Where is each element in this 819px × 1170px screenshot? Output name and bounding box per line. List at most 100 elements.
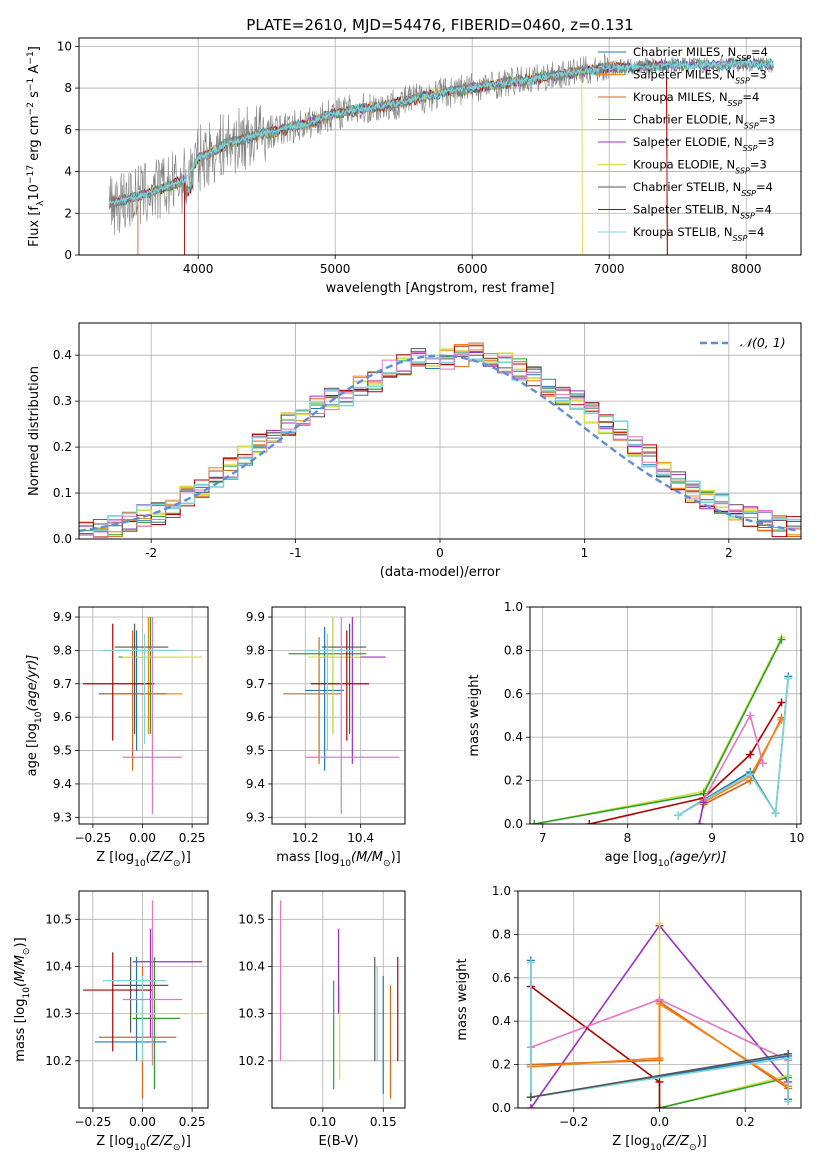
plot-area (283, 617, 400, 814)
weight-series (698, 802, 705, 824)
y-tick-label: 0.8 (492, 927, 511, 941)
weight-marker (771, 809, 780, 818)
weight-series (534, 639, 783, 824)
x-tick-label: −0.25 (75, 1115, 112, 1129)
weight-marker (655, 1077, 664, 1086)
x-tick-label: 0.10 (309, 1115, 336, 1129)
x-tick-label: 7 (539, 831, 547, 845)
axes-frame (78, 322, 802, 540)
weight-marker (746, 711, 755, 720)
y-tick-label: 9.9 (53, 610, 72, 624)
y-tick-label: 0.4 (492, 1014, 511, 1028)
x-tick-label: 0.25 (179, 1115, 206, 1129)
y-tick-label: 9.6 (246, 710, 265, 724)
weight-series (530, 962, 789, 1102)
x-tick-label: 0.15 (370, 1115, 397, 1129)
weight-marker (746, 770, 755, 779)
y-tick-label: 0.6 (492, 971, 511, 985)
weight-series (658, 923, 789, 1108)
weight-marker (674, 811, 683, 820)
y-tick-label: 10.3 (45, 1007, 72, 1021)
x-tick-label: 0.25 (179, 831, 206, 845)
weight-marker (526, 958, 535, 967)
x-axis-label: age [log10(age/yr)] (605, 850, 727, 869)
y-tick-label: 9.4 (246, 777, 265, 791)
y-tick-label: 0.2 (504, 774, 523, 788)
legend-label: Kroupa MILES, NSSP=4 (633, 90, 759, 108)
grid (530, 606, 801, 825)
weight-marker (655, 919, 664, 928)
legend-label: Salpeter ELODIE, NSSP=3 (633, 135, 774, 153)
y-tick-label: 10 (57, 39, 72, 53)
y-tick-label: 9.3 (246, 810, 265, 824)
y-axis-label: mass weight (467, 674, 482, 756)
weight-marker (655, 995, 664, 1004)
y-tick-label: 9.4 (53, 777, 72, 791)
weight-marker (526, 1104, 535, 1108)
y-tick-label: 6 (64, 123, 72, 137)
weight-marker (784, 1097, 793, 1106)
legend-label: Chabrier STELIB, NSSP=4 (633, 180, 773, 198)
y-tick-label: 0.4 (53, 348, 72, 362)
axes-frame (78, 37, 802, 256)
weight-series (677, 678, 790, 816)
weight-marker (784, 674, 793, 683)
y-tick-label: 10.4 (45, 959, 72, 973)
y-axis-label: Flux [fλ10−17 erg cm−2 s−1 A−1] (26, 46, 46, 247)
model-spectrum (108, 59, 774, 206)
legend-label: 𝒩(0, 1) (740, 335, 786, 350)
weight-marker (784, 1049, 793, 1058)
x-tick-label: 8000 (731, 262, 762, 276)
plot-area (530, 633, 793, 824)
plot-area (526, 919, 793, 1108)
y-tick-label: 10.5 (238, 912, 265, 926)
legend-label: Chabrier MILES, NSSP=4 (633, 45, 768, 63)
y-axis-label: mass weight (455, 958, 470, 1040)
x-tick-label: 8 (624, 831, 632, 845)
y-tick-label: 9.5 (246, 744, 265, 758)
y-axis-label: mass [log10(M/M⊙)] (13, 937, 32, 1061)
plot-area (82, 900, 203, 1099)
weight-marker (699, 798, 708, 807)
weight-series (534, 637, 783, 824)
y-tick-label: 0.4 (504, 730, 523, 744)
weight-marker (655, 1104, 664, 1108)
weight-marker (695, 820, 704, 824)
axes-weight-vs-age: 7 8 9 10 0.0 0.2 0.4 0.6 0.8 1.0 mass weight age [l… (467, 600, 804, 869)
x-axis-label: (data-model)/error (380, 565, 501, 580)
x-tick-label: 0.00 (129, 831, 156, 845)
x-tick-label: 10 (789, 831, 804, 845)
legend-label: Salpeter STELIB, NSSP=4 (633, 203, 772, 221)
legend-label: Kroupa ELODIE, NSSP=3 (633, 158, 767, 176)
axes-weight-vs-Z: −0.2 0.0 0.2 0.0 0.2 0.4 0.6 0.8 1.0 mass weight Z… (455, 884, 802, 1153)
axes-frame (517, 890, 802, 1109)
y-tick-label: 0.1 (53, 486, 72, 500)
normal-curve (79, 354, 799, 533)
y-tick-label: 2 (64, 206, 72, 220)
axes-mass-vs-ebv: 0.10 0.15 10.2 10.3 10.4 10.5 E(B-V) (238, 890, 406, 1149)
weight-marker (777, 698, 786, 707)
axes-frame (78, 890, 209, 1109)
legend-label: Salpeter MILES, NSSP=3 (633, 68, 767, 86)
legend-label: Chabrier ELODIE, NSSP=3 (633, 113, 776, 131)
y-tick-label: 4 (64, 165, 72, 179)
x-tick-label: −0.25 (75, 831, 112, 845)
weight-marker (585, 820, 594, 824)
grid (272, 607, 405, 824)
y-axis-label: age [log10(age/yr)] (25, 655, 44, 777)
legend-label: Kroupa STELIB, NSSP=4 (633, 225, 764, 243)
axes-age-vs-Z: −0.25 0.00 0.25 9.3 9.4 9.5 9.6 9.7 9.8 9.9 age [l… (25, 606, 209, 869)
x-axis-label: Z [log10(Z/Z⊙)] (96, 1134, 191, 1153)
x-axis-label: Z [log10(Z/Z⊙)] (612, 1134, 707, 1153)
y-tick-label: 9.7 (246, 677, 265, 691)
y-tick-label: 0.0 (504, 817, 523, 831)
y-tick-label: 9.7 (53, 677, 72, 691)
weight-marker (655, 1054, 664, 1063)
y-tick-label: 0.0 (53, 532, 72, 546)
weight-series (589, 702, 783, 824)
histogram-series (79, 342, 801, 538)
axes-frame (529, 606, 802, 825)
x-tick-label: 7000 (594, 262, 625, 276)
weight-series (702, 713, 764, 801)
